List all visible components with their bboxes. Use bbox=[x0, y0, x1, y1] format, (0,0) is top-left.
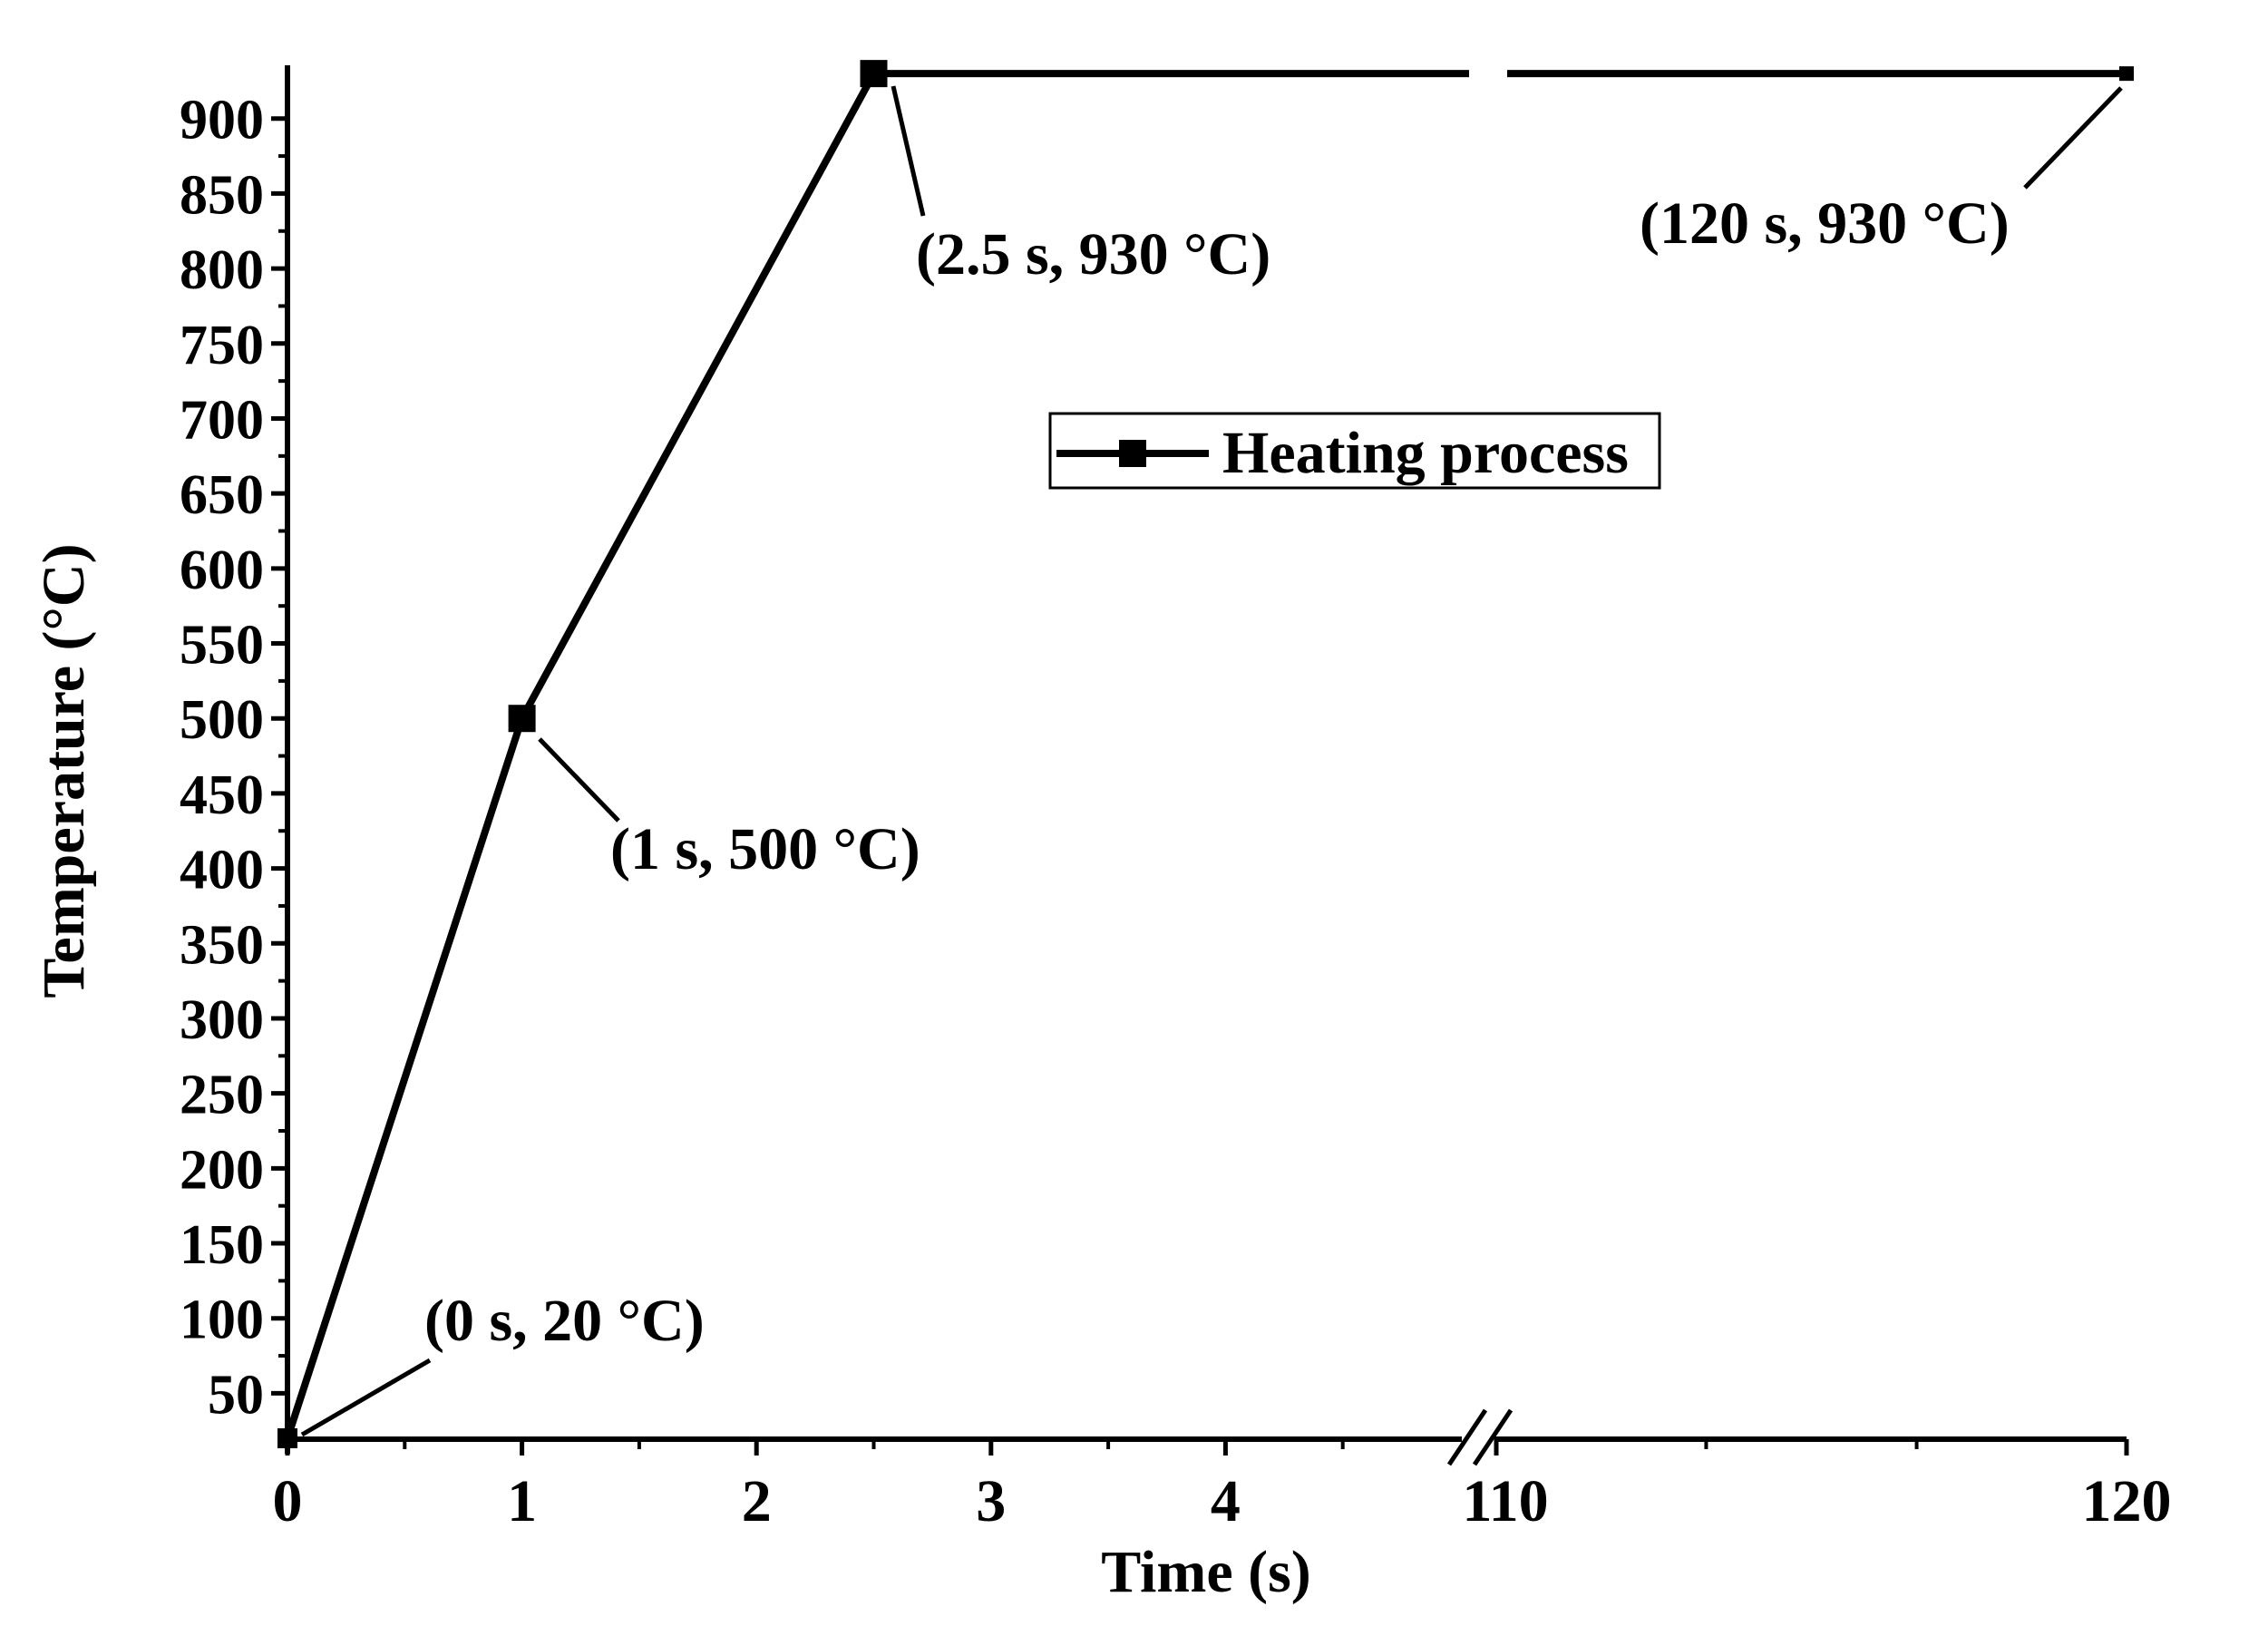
x-tick-label: 0 bbox=[273, 1468, 303, 1534]
y-tick-label: 700 bbox=[180, 389, 264, 451]
x-axis-label: Time (s) bbox=[1101, 1539, 1311, 1605]
data-point-marker bbox=[860, 60, 888, 88]
series-line bbox=[284, 70, 1469, 1440]
y-tick-label: 650 bbox=[180, 464, 264, 526]
annotations: (0 s, 20 °C) (1 s, 500 °C) (2.5 s, 930 °C)… bbox=[300, 85, 2123, 1437]
y-tick-label: 750 bbox=[180, 315, 264, 376]
axes bbox=[278, 65, 2127, 1466]
y-tick-label: 150 bbox=[180, 1214, 264, 1276]
x-tick-label: 3 bbox=[976, 1468, 1006, 1534]
y-tick-label: 450 bbox=[180, 764, 264, 826]
annotation-leader-line bbox=[891, 85, 926, 217]
y-axis-ticks: 50 100 150 200 250 300 350 400 450 500 550 600 650 70… bbox=[180, 90, 287, 1433]
y-tick-label: 50 bbox=[208, 1364, 264, 1426]
annotation-label: (1 s, 500 °C) bbox=[610, 816, 920, 882]
data-point-marker bbox=[2119, 66, 2134, 82]
x-tick-label: 120 bbox=[2082, 1468, 2172, 1534]
series-layer bbox=[277, 60, 2134, 1448]
data-point-marker bbox=[508, 705, 536, 733]
data-point-marker bbox=[277, 1428, 297, 1448]
legend: Heating process bbox=[1048, 412, 1661, 490]
x-tick-label: 4 bbox=[1211, 1468, 1241, 1534]
y-tick-label: 300 bbox=[180, 989, 264, 1051]
axis-break-slash-2 bbox=[1472, 1408, 1514, 1466]
x-axis-ticks: 0 1 2 3 4 110 120 bbox=[273, 1439, 2172, 1534]
annotation-leader-line bbox=[2023, 86, 2123, 190]
axis-break-slash-1 bbox=[1446, 1408, 1488, 1466]
y-tick-label: 900 bbox=[180, 90, 264, 151]
y-tick-label: 350 bbox=[180, 914, 264, 976]
y-tick-label: 850 bbox=[180, 164, 264, 226]
y-tick-label: 500 bbox=[180, 689, 264, 751]
y-axis-label: Temperature (°C) bbox=[31, 543, 97, 998]
y-tick-label: 400 bbox=[180, 840, 264, 901]
annotation-label: (0 s, 20 °C) bbox=[424, 1288, 705, 1354]
annotation-leader-line bbox=[538, 737, 620, 823]
legend-label: Heating process bbox=[1222, 420, 1629, 486]
annotation-label: (2.5 s, 930 °C) bbox=[916, 221, 1270, 287]
y-tick-label: 600 bbox=[180, 540, 264, 601]
x-tick-label: 110 bbox=[1462, 1468, 1548, 1534]
annotation-label: (120 s, 930 °C) bbox=[1640, 190, 2010, 257]
legend-marker bbox=[1119, 440, 1146, 467]
annotation-leader-line bbox=[300, 1358, 432, 1437]
y-tick-label: 250 bbox=[180, 1065, 264, 1126]
x-tick-label: 1 bbox=[507, 1468, 537, 1534]
x-tick-label: 2 bbox=[742, 1468, 772, 1534]
y-tick-label: 550 bbox=[180, 615, 264, 677]
y-tick-label: 100 bbox=[180, 1290, 264, 1351]
y-tick-label: 200 bbox=[180, 1139, 264, 1201]
y-tick-label: 800 bbox=[180, 239, 264, 301]
